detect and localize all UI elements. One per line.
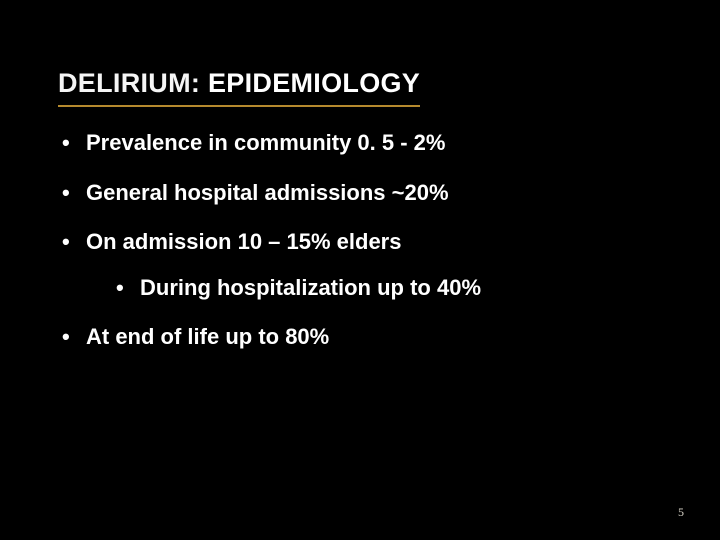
slide-title: DELIRIUM: EPIDEMIOLOGY [58,68,420,107]
bullet-text: On admission 10 – 15% elders [86,229,401,254]
page-number: 5 [678,505,684,520]
bullet-list: Prevalence in community 0. 5 - 2% Genera… [58,129,662,351]
list-item: General hospital admissions ~20% [58,179,662,207]
title-rest: EPIDEMIOLOGY [200,68,420,98]
list-item: Prevalence in community 0. 5 - 2% [58,129,662,157]
slide: DELIRIUM: EPIDEMIOLOGY Prevalence in com… [0,0,720,540]
list-item: During hospitalization up to 40% [116,274,662,302]
bullet-text: At end of life up to 80% [86,324,329,349]
list-item: On admission 10 – 15% elders During hosp… [58,228,662,301]
sub-bullet-list: During hospitalization up to 40% [86,274,662,302]
bullet-text: Prevalence in community 0. 5 - 2% [86,130,445,155]
bullet-text: General hospital admissions ~20% [86,180,449,205]
list-item: At end of life up to 80% [58,323,662,351]
title-prefix: DELIRIUM: [58,68,200,98]
bullet-text: During hospitalization up to 40% [140,275,481,300]
